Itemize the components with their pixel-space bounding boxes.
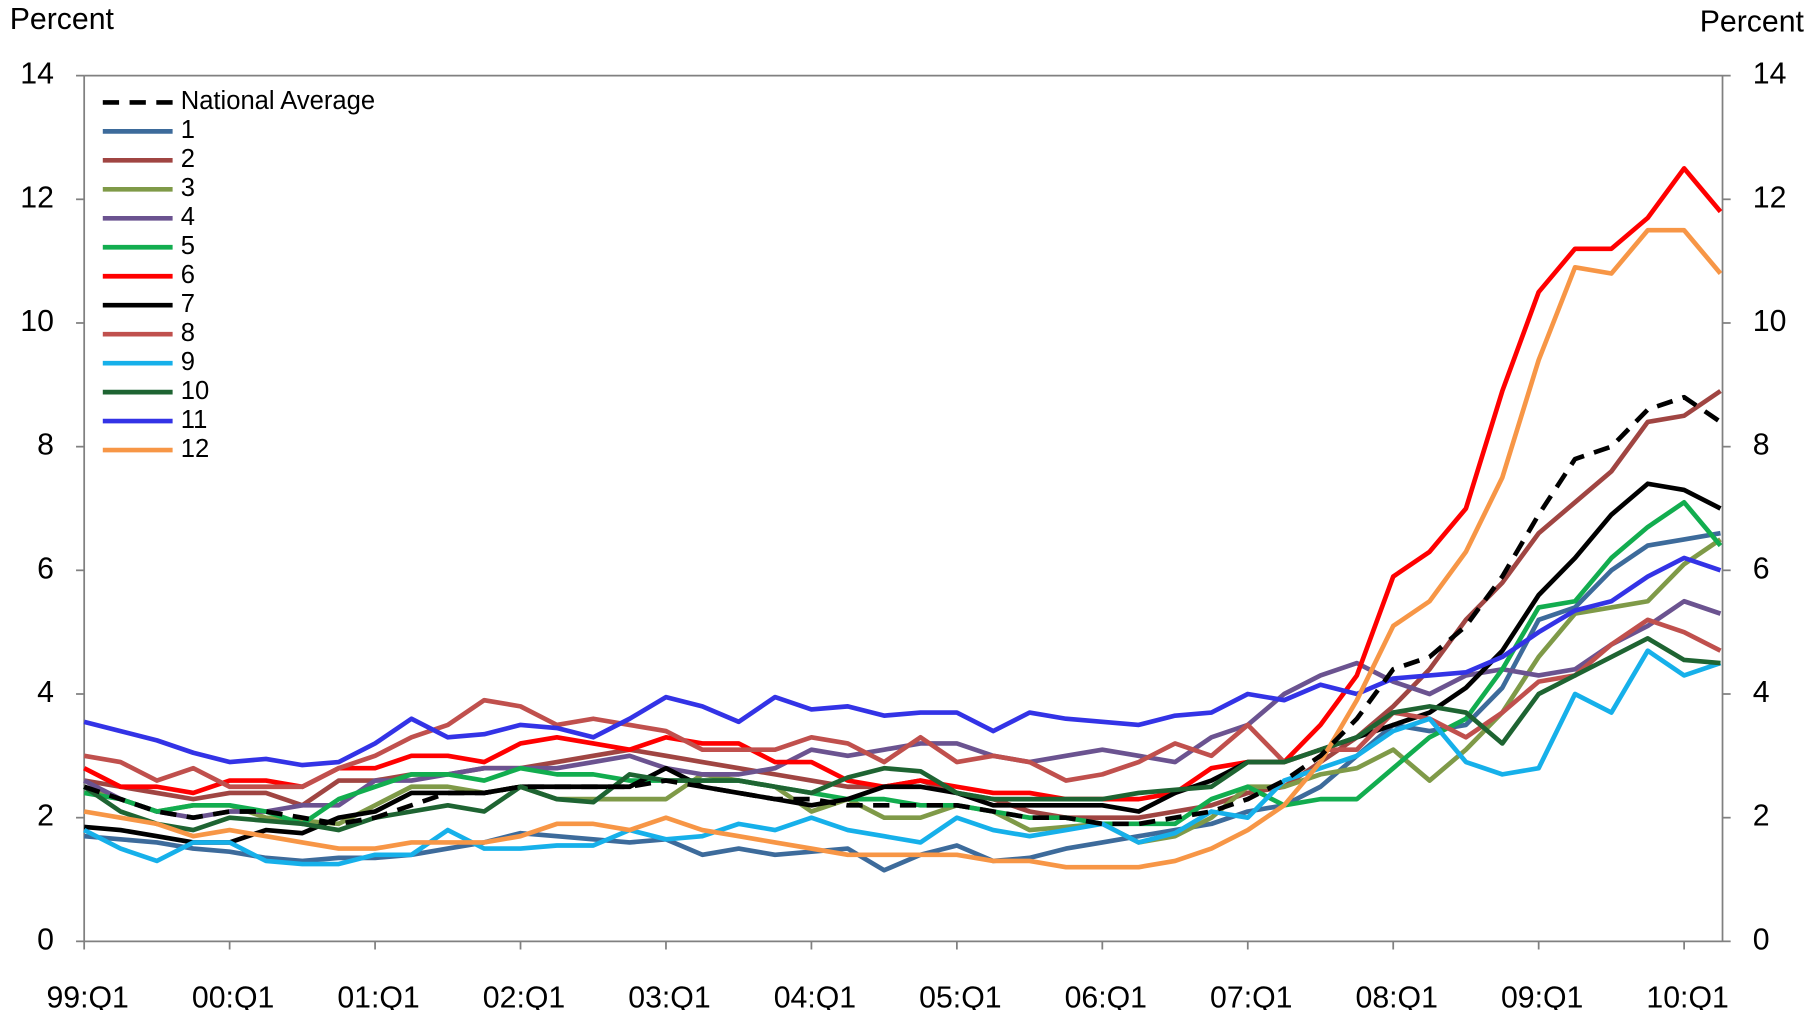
series-line bbox=[83, 648, 1722, 867]
series-line bbox=[83, 617, 1722, 790]
y-tick-label: 0 bbox=[37, 923, 54, 956]
x-tick-label: 01:Q1 bbox=[337, 982, 419, 1010]
legend-label: National Average bbox=[181, 87, 375, 115]
y-tick-label: 12 bbox=[20, 181, 54, 214]
legend-label: 8 bbox=[181, 319, 195, 347]
series-line bbox=[83, 481, 1722, 845]
x-tick-label: 03:Q1 bbox=[628, 982, 710, 1010]
y2-tick-label: 12 bbox=[1753, 181, 1787, 214]
legend-label: 10 bbox=[181, 377, 209, 405]
y-tick-label: 8 bbox=[37, 429, 54, 462]
series-line bbox=[83, 394, 1722, 827]
series-line bbox=[83, 389, 1722, 820]
y-tick-label: 4 bbox=[37, 676, 54, 709]
y-axis-title: Percent bbox=[10, 3, 115, 36]
y2-tick-label: 10 bbox=[1753, 305, 1787, 338]
series-line bbox=[83, 555, 1722, 768]
y2-tick-label: 14 bbox=[1753, 58, 1787, 91]
x-tick-label: 00:Q1 bbox=[192, 982, 274, 1010]
y-tick-label: 2 bbox=[37, 800, 54, 833]
y-tick-label: 10 bbox=[20, 305, 54, 338]
x-tick-label: 05:Q1 bbox=[919, 982, 1001, 1010]
legend-label: 3 bbox=[181, 174, 195, 202]
series-line bbox=[83, 499, 1723, 827]
legend-label: 5 bbox=[181, 232, 195, 260]
legend-label: 4 bbox=[181, 203, 195, 231]
y2-tick-label: 0 bbox=[1753, 923, 1770, 956]
y-tick-label: 14 bbox=[20, 58, 54, 91]
x-tick-label: 09:Q1 bbox=[1501, 982, 1583, 1010]
legend-label: 11 bbox=[181, 406, 208, 434]
y-tick-label: 6 bbox=[37, 552, 54, 585]
x-tick-label: 07:Q1 bbox=[1210, 982, 1292, 1010]
y2-tick-label: 2 bbox=[1753, 800, 1770, 833]
y2-axis-title: Percent bbox=[1700, 5, 1805, 38]
series-line bbox=[83, 227, 1723, 870]
x-tick-label: 08:Q1 bbox=[1356, 982, 1438, 1010]
legend-label: 7 bbox=[181, 290, 195, 318]
legend-label: 6 bbox=[181, 261, 195, 289]
y2-tick-label: 4 bbox=[1753, 676, 1770, 709]
series-line bbox=[82, 636, 1721, 833]
y2-tick-label: 6 bbox=[1753, 552, 1770, 585]
legend-label: 2 bbox=[181, 145, 195, 173]
series-line bbox=[83, 537, 1722, 845]
x-tick-label: 06:Q1 bbox=[1065, 982, 1147, 1010]
x-tick-label: 04:Q1 bbox=[774, 982, 856, 1010]
x-tick-label: 02:Q1 bbox=[483, 982, 565, 1010]
x-tick-label: 99:Q1 bbox=[46, 982, 128, 1010]
legend-label: 12 bbox=[181, 435, 209, 463]
legend-label: 9 bbox=[181, 348, 195, 376]
series-line bbox=[83, 166, 1723, 802]
x-tick-label: 10:Q1 bbox=[1646, 982, 1728, 1010]
y2-tick-label: 8 bbox=[1753, 429, 1770, 462]
legend-label: 1 bbox=[181, 116, 195, 144]
